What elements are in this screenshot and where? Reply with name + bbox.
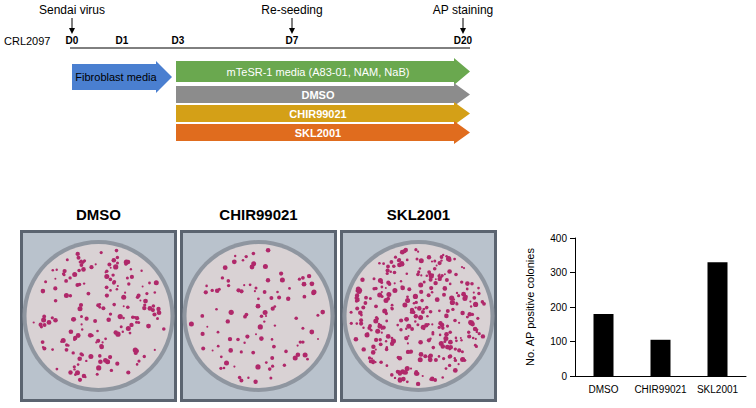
svg-text:DMSO: DMSO [76,206,121,223]
svg-text:D0: D0 [66,35,79,46]
svg-text:Re-seeding: Re-seeding [261,3,322,17]
svg-text:DMSO: DMSO [302,89,335,101]
svg-text:400: 400 [550,233,567,244]
svg-text:200: 200 [550,302,567,313]
svg-text:AP staining: AP staining [433,3,494,17]
svg-text:CHIR99021: CHIR99021 [219,206,297,223]
svg-text:0: 0 [561,371,567,382]
svg-text:DMSO: DMSO [589,384,619,395]
svg-text:mTeSR-1 media (A83-01, NAM, Na: mTeSR-1 media (A83-01, NAM, NaB) [227,66,410,78]
svg-text:SKL2001: SKL2001 [697,384,739,395]
svg-text:CHIR99021: CHIR99021 [634,384,687,395]
svg-text:D1: D1 [116,35,129,46]
svg-text:D20: D20 [454,35,473,46]
svg-text:SKL2001: SKL2001 [387,206,450,223]
svg-text:No. AP positive colonies: No. AP positive colonies [524,248,536,366]
svg-text:Sendai virus: Sendai virus [39,3,105,17]
svg-text:CRL2097: CRL2097 [4,35,50,47]
svg-text:CHIR99021: CHIR99021 [289,108,346,120]
svg-text:D7: D7 [286,35,299,46]
svg-text:SKL2001: SKL2001 [295,127,341,139]
svg-text:Fibroblast media: Fibroblast media [75,71,157,83]
svg-text:300: 300 [550,267,567,278]
svg-text:D3: D3 [172,35,185,46]
svg-text:100: 100 [550,336,567,347]
